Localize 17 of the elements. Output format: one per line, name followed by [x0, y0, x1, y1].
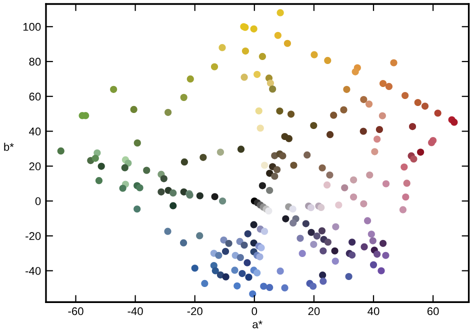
y-tick-label: 100 — [23, 22, 41, 31]
x-tick-label: 0 — [252, 307, 258, 316]
x-axis-title: a* — [252, 320, 262, 328]
y-axis-title: b* — [4, 142, 14, 151]
y-tick-label: 20 — [29, 162, 41, 170]
x-tick-label: 20 — [308, 307, 320, 316]
y-tick-label: -40 — [26, 267, 41, 275]
y-tick-label: 0 — [35, 197, 41, 206]
x-tick-label: -60 — [68, 307, 84, 316]
y-tick-label: -20 — [26, 232, 41, 240]
x-tick-label: 60 — [427, 307, 439, 316]
x-tick-label: -40 — [128, 307, 143, 316]
y-tick-label: 80 — [29, 58, 41, 66]
y-tick-label: 60 — [29, 92, 41, 101]
y-tick-label: 40 — [29, 128, 41, 136]
x-tick-label: -20 — [187, 307, 202, 316]
x-tick-label: 40 — [368, 307, 380, 316]
